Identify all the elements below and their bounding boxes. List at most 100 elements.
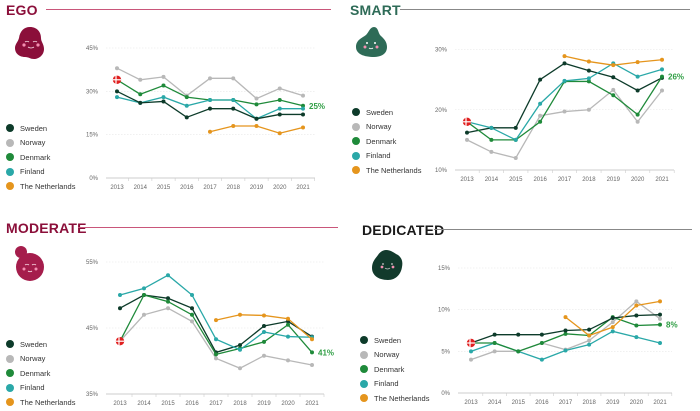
data-point	[610, 316, 615, 320]
x-tick-label: 2021	[305, 401, 319, 407]
x-tick-label: 2019	[606, 400, 620, 406]
series-denmark	[465, 74, 664, 142]
data-point	[516, 332, 521, 337]
data-point	[208, 129, 212, 134]
data-point	[610, 329, 615, 334]
legend-label: Sweden	[366, 107, 394, 117]
series-the-netherlands	[214, 312, 314, 342]
panel-title: EGO	[6, 2, 38, 18]
legend-swatch	[6, 167, 14, 176]
legend-item: Denmark	[6, 366, 75, 381]
data-point	[587, 342, 592, 347]
data-point	[658, 299, 662, 304]
data-point	[208, 76, 212, 81]
data-point	[635, 60, 640, 65]
data-point	[634, 323, 639, 328]
y-tick-label: 5%	[441, 349, 450, 355]
data-point	[184, 115, 189, 120]
legend-item: Sweden	[6, 121, 75, 136]
data-point	[254, 124, 259, 128]
data-point	[538, 101, 543, 106]
moderate-panel: MODERATE Sweden Norway Denmark Finland T…	[0, 205, 350, 411]
legend-label: Finland	[366, 151, 391, 161]
data-point	[238, 347, 242, 352]
legend-item: Finland	[6, 165, 75, 180]
legend-label: Norway	[20, 354, 46, 364]
data-point	[634, 335, 639, 340]
data-point	[513, 125, 518, 130]
legend-label: Norway	[20, 138, 46, 148]
data-point	[611, 63, 616, 68]
data-point	[161, 74, 166, 79]
data-point	[166, 273, 170, 278]
y-tick-label: 35%	[86, 392, 99, 398]
legend-swatch	[360, 336, 368, 345]
legend-label: Finland	[374, 379, 399, 389]
data-point	[611, 75, 616, 80]
x-tick-label: 2021	[655, 177, 669, 183]
y-tick-label: 55%	[86, 260, 99, 266]
data-point	[489, 149, 494, 154]
denmark-flag-icon	[112, 75, 122, 84]
series-sweden	[465, 61, 664, 135]
legend-label: Denmark	[374, 364, 405, 374]
data-point	[562, 61, 567, 66]
x-tick-label: 2019	[250, 185, 264, 191]
legend-item: The Netherlands	[352, 163, 421, 178]
data-point	[254, 96, 259, 101]
end-value-label: 26%	[668, 73, 684, 82]
x-tick-label: 2014	[134, 185, 148, 191]
data-point	[115, 66, 119, 71]
data-point	[658, 322, 662, 327]
legend-item: Sweden	[6, 337, 75, 352]
data-point	[238, 366, 242, 371]
y-tick-label: 15%	[438, 266, 451, 272]
series-line	[116, 67, 304, 100]
series-line	[119, 294, 313, 354]
end-value-label: 41%	[318, 348, 334, 357]
x-tick-label: 2014	[485, 177, 499, 183]
data-point	[563, 315, 568, 320]
data-point	[118, 306, 122, 311]
x-tick-label: 2017	[203, 185, 217, 191]
series-the-netherlands	[563, 299, 662, 338]
legend-swatch	[6, 182, 14, 191]
data-point	[286, 316, 290, 321]
series-line	[119, 294, 313, 356]
x-tick-label: 2013	[464, 400, 478, 406]
data-point	[166, 296, 170, 301]
legend-swatch	[352, 137, 360, 146]
y-tick-label: 10%	[438, 308, 451, 314]
data-point	[262, 339, 266, 344]
ego-mascot-icon	[15, 27, 44, 59]
dedicated-panel: DEDICATED Sweden Norway Denmark Finland …	[350, 205, 700, 411]
data-point	[538, 119, 543, 124]
legend-item: Norway	[6, 136, 75, 151]
data-point	[658, 341, 662, 345]
data-point	[489, 125, 494, 130]
x-tick-label: 2021	[296, 185, 310, 191]
x-tick-label: 2020	[273, 185, 287, 191]
series-line	[466, 88, 663, 159]
panel-title: SMART	[350, 2, 401, 18]
data-point	[238, 343, 242, 348]
data-point	[277, 106, 282, 111]
data-point	[115, 95, 119, 100]
data-point	[277, 131, 282, 136]
legend-label: Sweden	[20, 123, 48, 133]
x-tick-label: 2019	[607, 177, 621, 183]
series-sweden	[118, 293, 314, 355]
x-tick-label: 2013	[113, 401, 127, 407]
title-rule	[46, 9, 331, 10]
data-point	[562, 54, 567, 59]
data-point	[539, 357, 544, 362]
data-point	[161, 83, 166, 88]
data-point	[262, 324, 266, 329]
y-tick-label: 20%	[435, 108, 448, 114]
data-point	[118, 293, 122, 297]
legend-swatch	[6, 369, 14, 378]
end-value-label: 8%	[666, 321, 678, 330]
data-point	[214, 356, 218, 361]
y-tick-label: 0%	[89, 176, 98, 182]
smart-mascot-icon	[356, 27, 387, 57]
